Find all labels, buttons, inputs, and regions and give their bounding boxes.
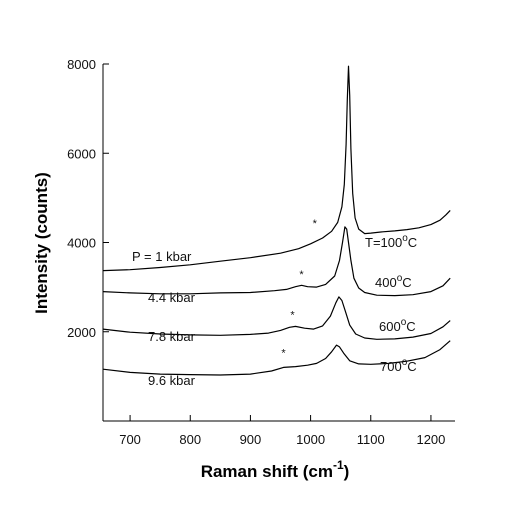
y-ticks: 2000 4000 6000 8000 <box>67 57 109 340</box>
x-tick-label: 800 <box>179 432 201 447</box>
peak-asterisk: * <box>281 347 286 359</box>
pressure-label: 4.4 kbar <box>148 290 196 305</box>
x-tick-label: 900 <box>240 432 262 447</box>
pressure-label: 9.6 kbar <box>148 373 196 388</box>
y-axis-title: Intensity (counts) <box>32 172 51 314</box>
series-line <box>102 296 451 340</box>
y-tick-label: 2000 <box>67 325 96 340</box>
y-tick-label: 8000 <box>67 57 96 72</box>
x-tick-label: 1100 <box>357 432 385 447</box>
series-layer <box>102 65 451 376</box>
series-line <box>102 226 451 297</box>
peak-asterisk: * <box>290 309 295 321</box>
x-tick-label: 1000 <box>296 432 325 447</box>
pressure-label: P = 1 kbar <box>132 249 192 264</box>
temperature-label: T=100oC <box>365 233 417 250</box>
temperature-label: 700oC <box>380 357 417 374</box>
pressure-label: 7.8 kbar <box>148 329 196 344</box>
series-line <box>102 340 451 376</box>
peak-asterisk: * <box>299 269 304 281</box>
temperature-label: 600oC <box>379 317 416 334</box>
peak-asterisk: * <box>313 218 318 230</box>
x-tick-label: 700 <box>119 432 141 447</box>
x-axis-title: Raman shift (cm-1) <box>201 458 350 481</box>
y-tick-label: 6000 <box>67 146 96 161</box>
x-tick-label: 1200 <box>416 432 445 447</box>
annotations: T=100oC P = 1 kbar * 400oC 4.4 kbar * 600oC 7.8… <box>132 218 417 388</box>
x-ticks: 700 800 900 1000 1100 1200 <box>119 415 445 447</box>
temperature-label: 400oC <box>375 273 412 290</box>
y-tick-label: 4000 <box>67 236 96 251</box>
series-line <box>102 65 451 272</box>
